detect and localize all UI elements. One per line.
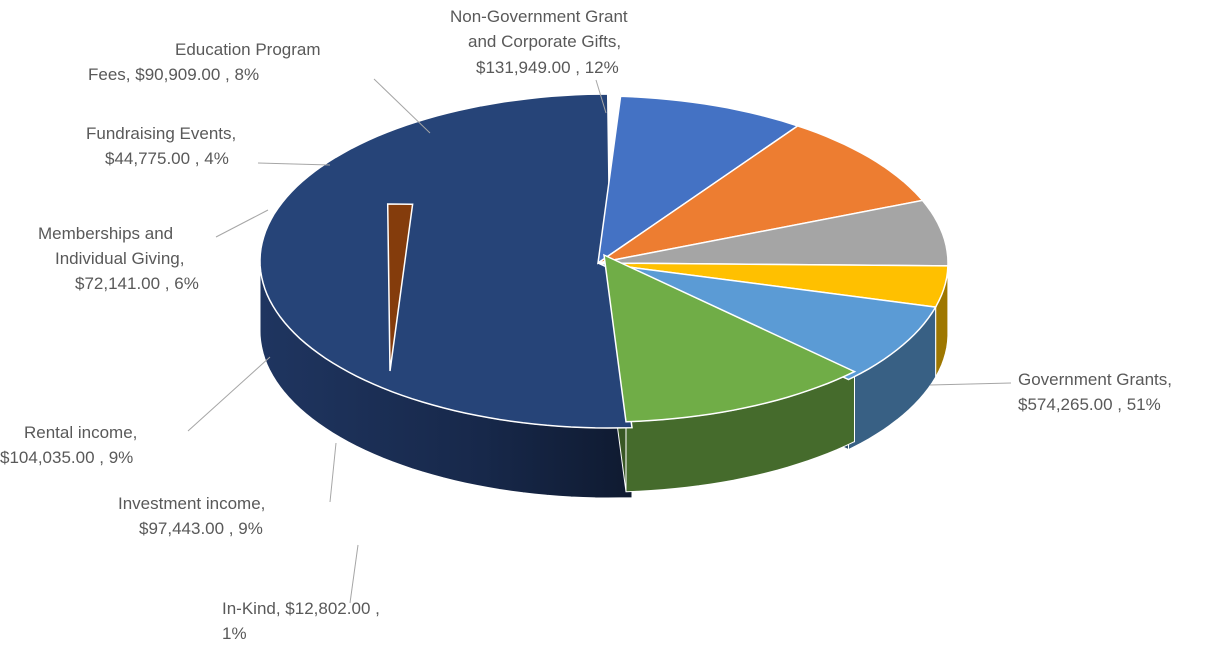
- slice-memberships-and-individual-giving: [597, 199, 949, 267]
- data-label-memberships-and-individual-giving: Memberships and Individual Giving, $72,141…: [38, 224, 199, 293]
- data-label-line: Individual Giving,: [55, 249, 184, 268]
- data-label-line: Education Program: [175, 40, 321, 59]
- data-labels-layer: Government Grants, $574,265.00 , 51% In-Ki…: [0, 7, 1172, 643]
- data-label-investment-income: Investment income, $97,443.00 , 9%: [118, 494, 265, 538]
- leader-line-in-kind: [349, 544, 359, 604]
- data-label-line: Memberships and: [38, 224, 173, 243]
- leader-line-government-grants: [929, 382, 1012, 386]
- data-label-line: $44,775.00 , 4%: [105, 149, 229, 168]
- data-label-education-program-fees: Education Program Fees, $90,909.00 , 8%: [88, 40, 321, 84]
- data-label-line: In-Kind, $12,802.00 ,: [222, 599, 380, 618]
- data-label-line: Fees, $90,909.00 , 8%: [88, 65, 259, 84]
- data-label-line: $97,443.00 , 9%: [139, 519, 263, 538]
- leader-line-fundraising-events: [257, 162, 331, 166]
- data-label-line: Government Grants,: [1018, 370, 1172, 389]
- leader-lines-layer: [187, 78, 1012, 604]
- leader-line-education-program-fees: [373, 78, 431, 134]
- leader-line-non-government-grant-and-corporate-gifts: [595, 79, 607, 114]
- data-label-government-grants: Government Grants, $574,265.00 , 51%: [1018, 370, 1172, 414]
- data-label-line: Fundraising Events,: [86, 124, 236, 143]
- data-label-rental-income: Rental income, $104,035.00 , 9%: [0, 423, 137, 467]
- slice-tops-layer: [259, 93, 949, 429]
- slice-in-kind: [386, 203, 414, 372]
- slice-government-grants: [259, 93, 633, 429]
- slice-investment-income: [597, 95, 800, 265]
- data-label-line: Non-Government Grant: [450, 7, 628, 26]
- data-label-line: $131,949.00 , 12%: [476, 58, 619, 77]
- data-label-line: 1%: [222, 624, 247, 643]
- data-label-line: $72,141.00 , 6%: [75, 274, 199, 293]
- slice-rental-income: [597, 125, 924, 264]
- data-label-line: Investment income,: [118, 494, 265, 513]
- slice-non-government-grant-and-corporate-gifts: [603, 253, 857, 423]
- data-label-line: and Corporate Gifts,: [468, 32, 621, 51]
- leader-line-rental-income: [187, 356, 271, 432]
- data-label-non-government-grant-and-corporate-gifts: Non-Government Grant and Corporate Gifts,…: [450, 7, 628, 77]
- data-label-fundraising-events: Fundraising Events, $44,775.00 , 4%: [86, 124, 236, 168]
- leader-line-investment-income: [329, 442, 337, 503]
- data-label-line: Rental income,: [24, 423, 137, 442]
- data-label-in-kind: In-Kind, $12,802.00 , 1%: [222, 599, 380, 643]
- data-label-line: $574,265.00 , 51%: [1018, 395, 1161, 414]
- data-label-line: $104,035.00 , 9%: [0, 448, 133, 467]
- leader-line-memberships-and-individual-giving: [215, 209, 269, 238]
